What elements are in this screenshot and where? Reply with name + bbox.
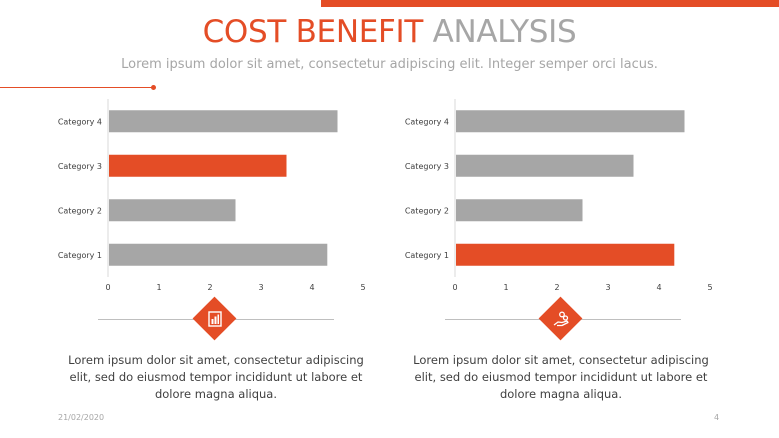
left-x-tick-1: 1 [156, 283, 161, 292]
chart-left: Category 1 Category 2 Category 3 Category 4… [58, 99, 366, 292]
left-x-tick-5: 5 [360, 283, 365, 292]
right-bar-1 [456, 243, 675, 266]
right-bar-3 [456, 154, 634, 177]
page-number: 4 [714, 413, 720, 422]
right-x-tick-3: 3 [605, 283, 610, 292]
left-caption: Lorem ipsum dolor sit amet, consectetur … [68, 353, 364, 401]
right-category-label-3: Category 3 [405, 162, 449, 171]
right-category-label-4: Category 4 [405, 117, 449, 126]
left-x-tick-4: 4 [309, 283, 314, 292]
right-bar-2 [456, 199, 583, 222]
footer-date: 21/02/2020 [58, 413, 105, 422]
left-category-label-2: Category 2 [58, 206, 102, 215]
title-rest: ANALYSIS [432, 14, 577, 50]
left-x-tick-2: 2 [207, 283, 212, 292]
left-x-tick-3: 3 [258, 283, 263, 292]
left-x-tick-0: 0 [105, 283, 110, 292]
right-x-tick-1: 1 [503, 283, 508, 292]
right-caption: Lorem ipsum dolor sit amet, consectetur … [413, 353, 709, 401]
left-accent-rule [0, 87, 154, 88]
left-category-label-4: Category 4 [58, 117, 102, 126]
chart-right: Category 1 Category 2 Category 3 Category 4… [405, 99, 713, 292]
slide-title: COST BENEFIT ANALYSIS [0, 14, 779, 50]
right-category-label-2: Category 2 [405, 206, 449, 215]
top-accent-bar [321, 0, 779, 7]
left-bar-3 [109, 154, 287, 177]
left-category-label-1: Category 1 [58, 251, 102, 260]
right-x-tick-4: 4 [656, 283, 661, 292]
left-bar-1 [109, 243, 328, 266]
left-bar-4 [109, 110, 338, 133]
right-x-tick-0: 0 [452, 283, 457, 292]
slide-subtitle: Lorem ipsum dolor sit amet, consectetur … [121, 57, 658, 72]
left-bar-2 [109, 199, 236, 222]
hand-coins-icon [553, 311, 569, 327]
right-category-label-1: Category 1 [405, 251, 449, 260]
left-accent-dot [151, 85, 156, 90]
title-accent: COST BENEFIT [202, 14, 424, 50]
document-chart-icon [208, 311, 222, 327]
right-x-tick-2: 2 [554, 283, 559, 292]
right-bar-4 [456, 110, 685, 133]
left-category-label-3: Category 3 [58, 162, 102, 171]
right-x-tick-5: 5 [707, 283, 712, 292]
